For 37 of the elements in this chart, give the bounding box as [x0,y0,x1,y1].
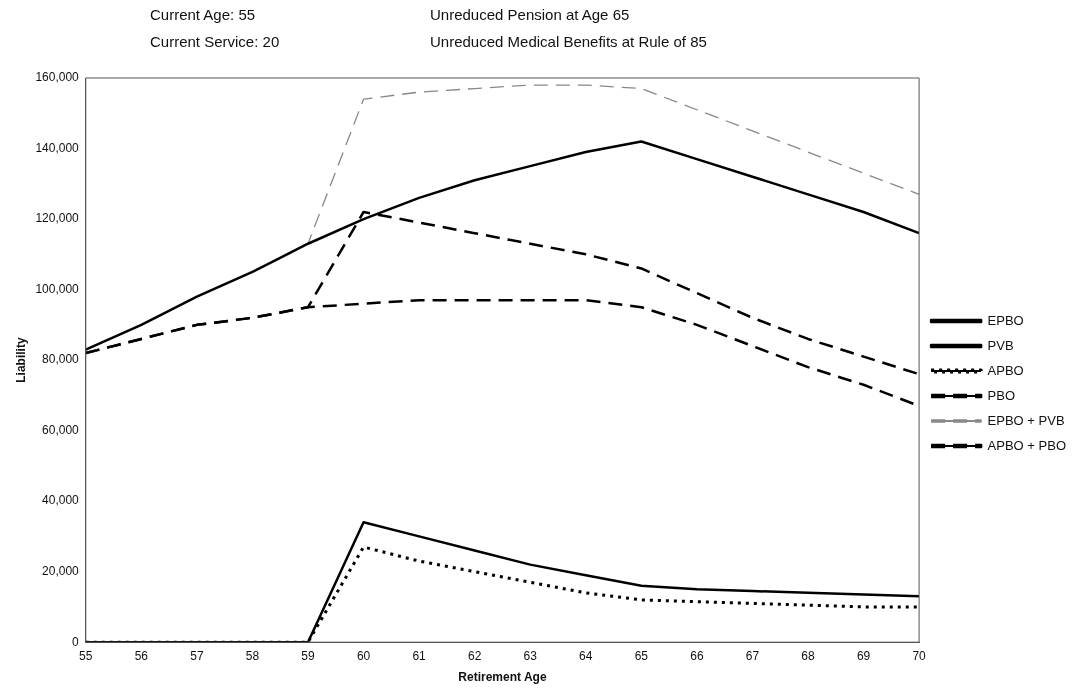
x-tick-label: 65 [634,648,649,663]
y-axis-title: Liability [13,337,28,383]
y-tick-label: 80,000 [42,352,80,367]
y-tick-label: 40,000 [42,493,80,508]
x-tick-label: 59 [301,648,315,663]
x-tick-label: 56 [134,648,149,663]
x-tick-label: 61 [412,648,427,663]
y-tick-label: 160,000 [35,70,80,85]
legend-label: EPBO [987,312,1024,328]
y-tick-label: 20,000 [42,563,80,578]
x-tick-label: 63 [523,648,538,663]
x-tick-label: 57 [190,648,204,663]
y-tick-label: 100,000 [35,281,80,296]
x-tick-label: 55 [79,648,93,663]
y-tick-label: 120,000 [35,211,80,226]
y-tick-label: 60,000 [42,422,80,437]
legend-label: EPBO + PVB [987,412,1065,428]
x-axis-title: Retirement Age [458,670,547,685]
text: Unreduced Pension at Age 65 [430,6,631,23]
x-tick-label: 67 [745,648,760,663]
x-tick-label: 60 [356,648,371,663]
legend-label: APBO + PBO [987,437,1067,453]
x-tick-label: 64 [579,648,593,663]
x-tick-label: 69 [856,648,871,663]
x-tick-label: 70 [912,648,927,663]
text: Unreduced Medical Benefits at Rule of 85 [430,33,708,50]
x-tick-label: 68 [801,648,815,663]
legend-label: APBO [987,362,1024,378]
y-tick-label: 140,000 [35,140,80,155]
legend-label: PBO [987,387,1016,403]
text: Current Age: 55 [150,6,257,23]
x-tick-label: 66 [690,648,704,663]
y-tick-label: 0 [72,634,80,649]
x-tick-label: 58 [245,648,260,663]
legend-label: PVB [987,337,1014,353]
x-tick-label: 62 [467,648,482,663]
text: Current Service: 20 [150,33,281,50]
